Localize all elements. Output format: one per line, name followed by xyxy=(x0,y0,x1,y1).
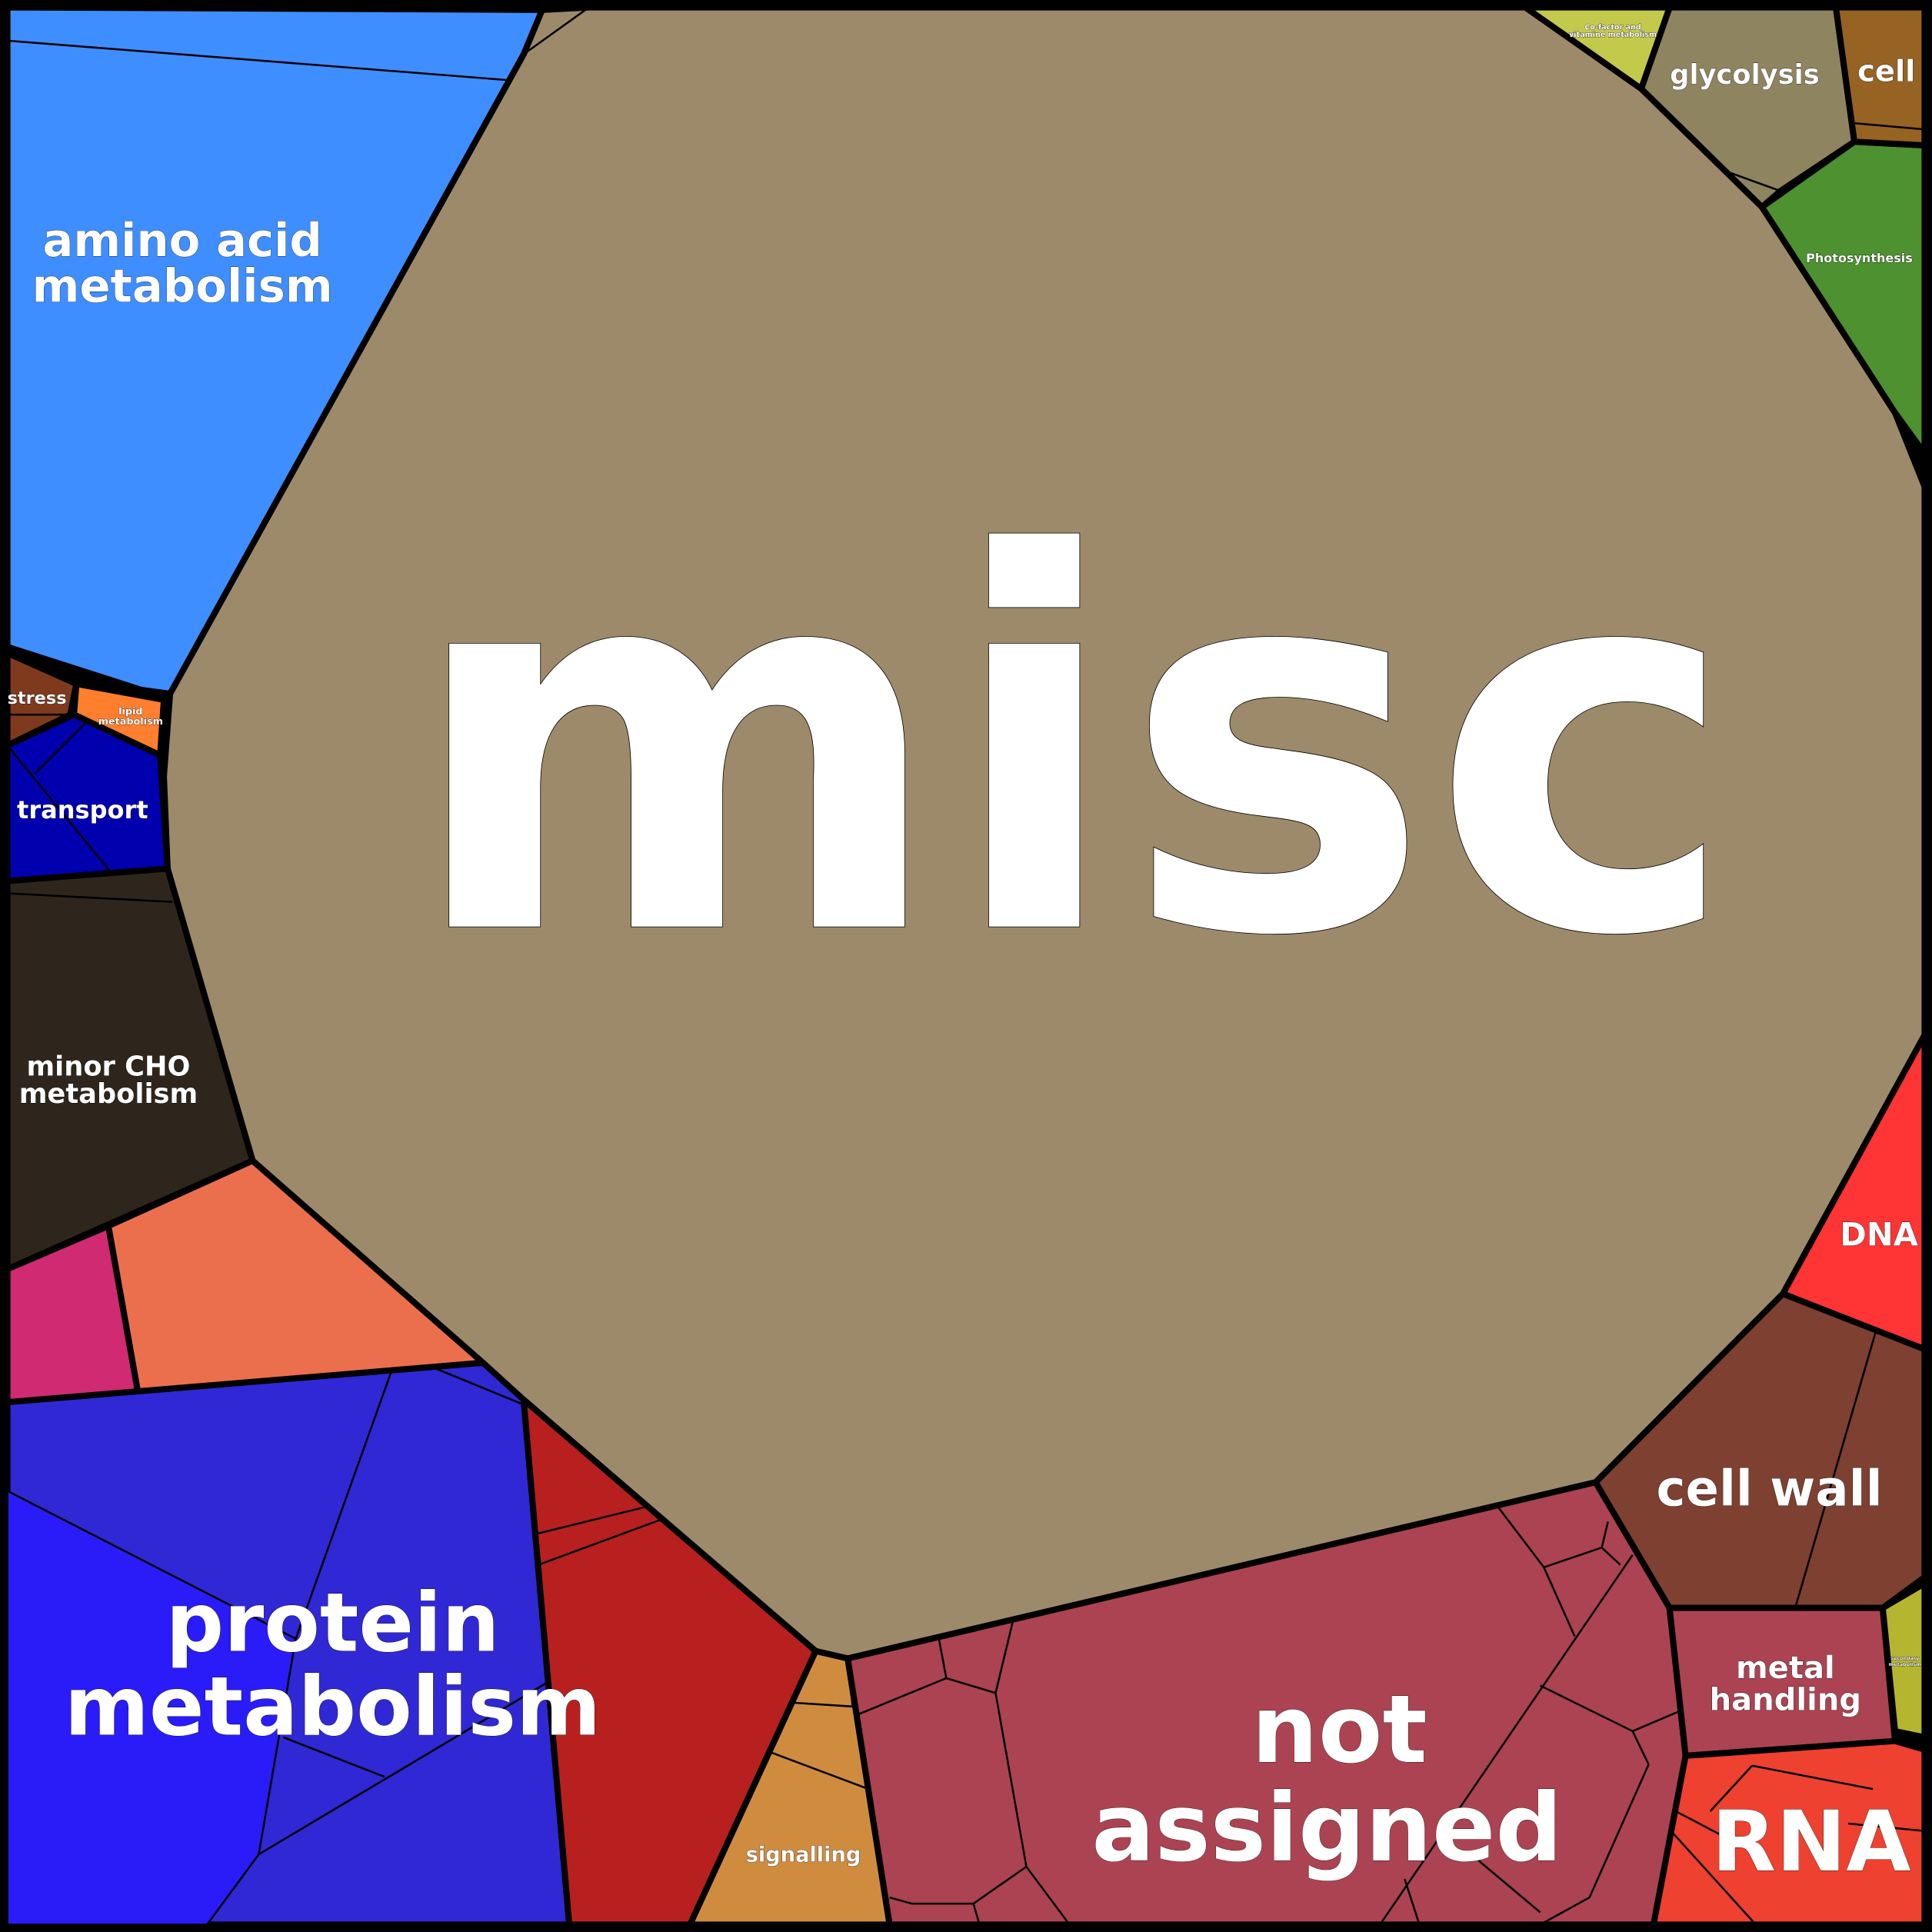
label-lipid-2: metabolism xyxy=(98,716,163,728)
label-lipid-1: lipid xyxy=(118,706,142,718)
label-misc: misc xyxy=(406,446,1737,1049)
label-signalling: signalling xyxy=(746,1844,861,1867)
cell-secondary-metabolism[interactable] xyxy=(1879,1580,1928,1740)
sub-cell-borders xyxy=(6,6,1926,1926)
cell-protein-sub[interactable] xyxy=(6,1490,297,1926)
label-secondary-1: secondary xyxy=(1890,1655,1920,1661)
cell-dna[interactable] xyxy=(1780,1031,1928,1353)
cell-amino-acid-metabolism[interactable] xyxy=(4,4,545,697)
label-glycolysis: glycolysis xyxy=(1670,59,1819,91)
cell-transport[interactable] xyxy=(4,711,171,884)
cell-cell[interactable] xyxy=(1833,4,1928,149)
label-secondary-2: metabolism xyxy=(1889,1661,1922,1667)
label-amino-2: metabolism xyxy=(32,260,333,313)
labels: misc amino acid metabolism stress lipid … xyxy=(7,23,1922,1890)
cell-cofactor[interactable] xyxy=(1522,4,1673,92)
label-cell-wall: cell wall xyxy=(1657,1461,1883,1518)
label-metal-2: handling xyxy=(1710,1683,1861,1718)
label-transport: transport xyxy=(17,795,148,824)
label-cell: cell xyxy=(1857,55,1915,89)
label-cho-1: minor CHO xyxy=(26,1051,190,1083)
label-rna: RNA xyxy=(1711,1793,1910,1890)
label-cofactor-1: Co-factor and xyxy=(1584,23,1641,32)
label-cho-2: metabolism xyxy=(19,1078,198,1110)
label-dna: DNA xyxy=(1840,1216,1918,1254)
label-protein-1: protein xyxy=(165,1576,499,1671)
label-stress: stress xyxy=(8,688,67,708)
label-protein-2: metabolism xyxy=(65,1660,601,1754)
label-not-assigned-1: not xyxy=(1251,1675,1427,1784)
label-metal-1: metal xyxy=(1736,1651,1835,1686)
label-photosynthesis: Photosynthesis xyxy=(1806,251,1913,265)
label-cofactor-2: vitamine metabolism xyxy=(1569,31,1657,39)
label-amino-1: amino acid xyxy=(42,214,321,267)
label-not-assigned-2: assigned xyxy=(1091,1774,1562,1883)
